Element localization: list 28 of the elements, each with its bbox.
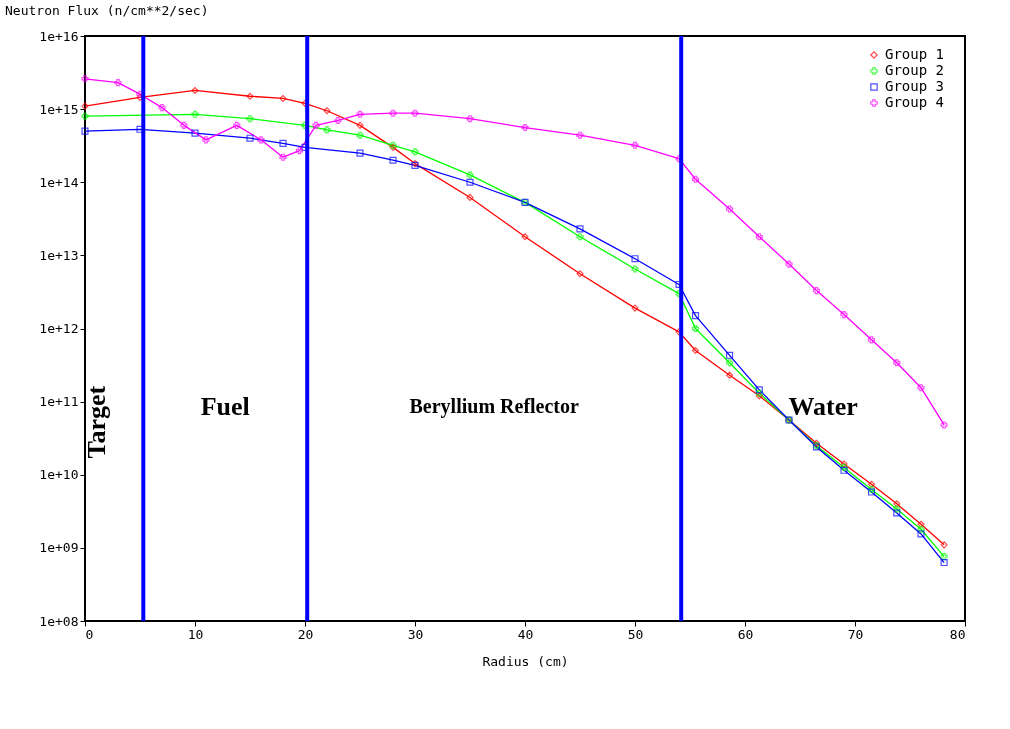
x-tick-label: 40 (517, 626, 534, 642)
x-tick-label: 70 (847, 626, 864, 642)
y-tick-label: 1e+11 (39, 394, 79, 410)
y-tick-label: 1e+13 (39, 247, 79, 263)
legend-label: Group 4 (885, 94, 945, 110)
legend-label: Group 1 (885, 46, 945, 62)
annotation: Beryllium Reflector (409, 395, 580, 419)
x-axis-title: Radius (cm) (482, 653, 569, 669)
y-axis-title: Neutron Flux (n/cm**2/sec) (5, 3, 209, 18)
y-tick-label: 1e+10 (39, 467, 79, 483)
y-tick-label: 1e+14 (39, 174, 79, 190)
legend-label: Group 3 (885, 78, 945, 94)
y-tick-label: 1e+08 (39, 613, 79, 629)
x-tick-label: 30 (407, 626, 424, 642)
x-tick-label: 50 (627, 626, 644, 642)
annotation: Target (81, 385, 111, 459)
annotation: Water (788, 392, 858, 422)
annotation: Fuel (200, 392, 250, 422)
x-tick-label: 20 (297, 626, 314, 642)
x-tick-label: 10 (187, 626, 204, 642)
y-tick-label: 1e+16 (39, 28, 79, 44)
y-tick-label: 1e+09 (39, 540, 79, 556)
x-tick-label: 80 (949, 626, 966, 642)
y-tick-label: 1e+12 (39, 321, 79, 336)
legend-label: Group 2 (885, 62, 945, 78)
y-tick-label: 1e+15 (39, 101, 79, 117)
x-tick-label: 0 (85, 626, 94, 642)
x-tick-label: 60 (737, 626, 754, 642)
